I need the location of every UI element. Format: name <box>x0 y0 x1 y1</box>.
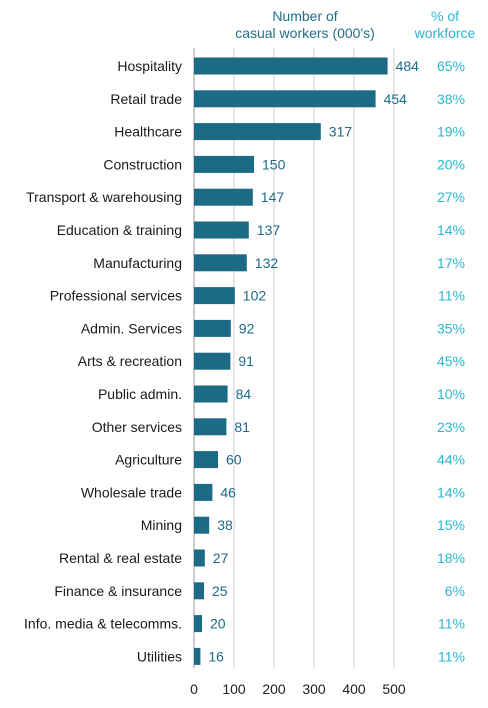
bar-4 <box>194 188 253 206</box>
value-label-8: 92 <box>239 320 255 336</box>
percent-label-1: 38% <box>437 91 465 107</box>
bar-7 <box>194 287 235 305</box>
category-label-7: Professional services <box>50 288 182 304</box>
category-label-4: Transport & warehousing <box>26 189 182 205</box>
x-tick-label-500: 500 <box>382 681 406 697</box>
bar-6 <box>194 254 247 272</box>
percent-label-0: 65% <box>437 58 465 74</box>
x-tick-label-400: 400 <box>342 681 366 697</box>
value-label-18: 16 <box>208 648 224 664</box>
percent-label-17: 11% <box>438 616 465 632</box>
value-label-6: 132 <box>255 255 279 271</box>
bar-16 <box>194 582 204 600</box>
bar-0 <box>194 57 388 75</box>
category-label-1: Retail trade <box>110 91 182 107</box>
value-header-line-2: casual workers (000's) <box>235 25 375 41</box>
percent-label-6: 17% <box>437 255 465 271</box>
bars <box>194 57 388 665</box>
category-label-12: Agriculture <box>115 452 182 468</box>
bar-18 <box>194 647 201 665</box>
bar-9 <box>194 352 231 370</box>
bar-2 <box>194 123 321 141</box>
bar-14 <box>194 516 210 534</box>
bar-12 <box>194 451 218 469</box>
bar-3 <box>194 155 254 173</box>
percent-column-header: % of workforce <box>400 8 488 42</box>
percent-label-16: 6% <box>445 583 465 599</box>
percent-header-line-2: workforce <box>414 25 476 41</box>
category-label-17: Info. media & telecomms. <box>24 616 182 632</box>
category-label-16: Finance & insurance <box>54 583 182 599</box>
value-label-9: 91 <box>238 353 254 369</box>
category-label-0: Hospitality <box>117 58 182 74</box>
percent-label-7: 11% <box>438 288 465 304</box>
x-tick-label-0: 0 <box>190 681 198 697</box>
x-tick-labels: 0 100 200 300 400 500 <box>190 681 406 697</box>
value-labels: 484 454 317 150 147 137 132 102 92 91 84 81 60 46 38 27… <box>208 58 419 664</box>
x-tick-label-100: 100 <box>222 681 246 697</box>
value-label-1: 454 <box>384 91 408 107</box>
value-label-12: 60 <box>226 452 242 468</box>
category-label-15: Rental & real estate <box>59 550 182 566</box>
bar-8 <box>194 319 231 337</box>
value-label-15: 27 <box>213 550 229 566</box>
percent-label-15: 18% <box>437 550 465 566</box>
value-label-14: 38 <box>217 517 233 533</box>
bar-10 <box>194 385 228 403</box>
percent-label-18: 11% <box>438 648 465 664</box>
bar-1 <box>194 90 376 108</box>
category-label-11: Other services <box>92 419 182 435</box>
value-label-7: 102 <box>243 288 267 304</box>
value-label-17: 20 <box>210 616 226 632</box>
value-label-3: 150 <box>262 156 286 172</box>
category-label-13: Wholesale trade <box>81 484 182 500</box>
value-label-10: 84 <box>236 386 252 402</box>
percent-label-12: 44% <box>437 452 465 468</box>
bar-5 <box>194 221 249 239</box>
bar-13 <box>194 483 213 501</box>
value-label-4: 147 <box>261 189 285 205</box>
category-label-6: Manufacturing <box>93 255 182 271</box>
value-label-11: 81 <box>234 419 250 435</box>
x-tick-label-200: 200 <box>262 681 286 697</box>
percent-label-2: 19% <box>437 124 465 140</box>
category-label-18: Utilities <box>137 648 182 664</box>
category-label-9: Arts & recreation <box>78 353 182 369</box>
category-label-8: Admin. Services <box>81 320 182 336</box>
x-tick-label-300: 300 <box>302 681 326 697</box>
bar-11 <box>194 418 227 436</box>
percent-label-3: 20% <box>437 156 465 172</box>
percent-labels: 65% 38% 19% 20% 27% 14% 17% 11% 35% 45% 10% 23% 44% 1… <box>437 58 465 664</box>
percent-label-11: 23% <box>437 419 465 435</box>
category-label-10: Public admin. <box>98 386 182 402</box>
percent-label-14: 15% <box>437 517 465 533</box>
percent-label-9: 45% <box>437 353 465 369</box>
percent-label-8: 35% <box>437 320 465 336</box>
percent-label-4: 27% <box>437 189 465 205</box>
value-label-2: 317 <box>329 124 353 140</box>
percent-label-13: 14% <box>437 484 465 500</box>
percent-header-line-1: % of <box>430 8 459 24</box>
value-label-5: 137 <box>257 222 281 238</box>
bar-17 <box>194 615 202 633</box>
percent-label-10: 10% <box>437 386 465 402</box>
category-label-5: Education & training <box>57 222 182 238</box>
value-header-line-1: Number of <box>272 8 338 24</box>
grid-lines <box>193 48 395 668</box>
category-labels: Hospitality Retail trade Healthcare Constru… <box>24 58 182 664</box>
category-label-14: Mining <box>141 517 182 533</box>
value-column-header: Number of casual workers (000's) <box>200 8 410 42</box>
value-label-13: 46 <box>220 484 236 500</box>
category-label-3: Construction <box>103 156 182 172</box>
category-label-2: Healthcare <box>114 124 182 140</box>
value-label-0: 484 <box>396 58 420 74</box>
value-label-16: 25 <box>212 583 228 599</box>
percent-label-5: 14% <box>437 222 465 238</box>
bar-15 <box>194 549 205 567</box>
